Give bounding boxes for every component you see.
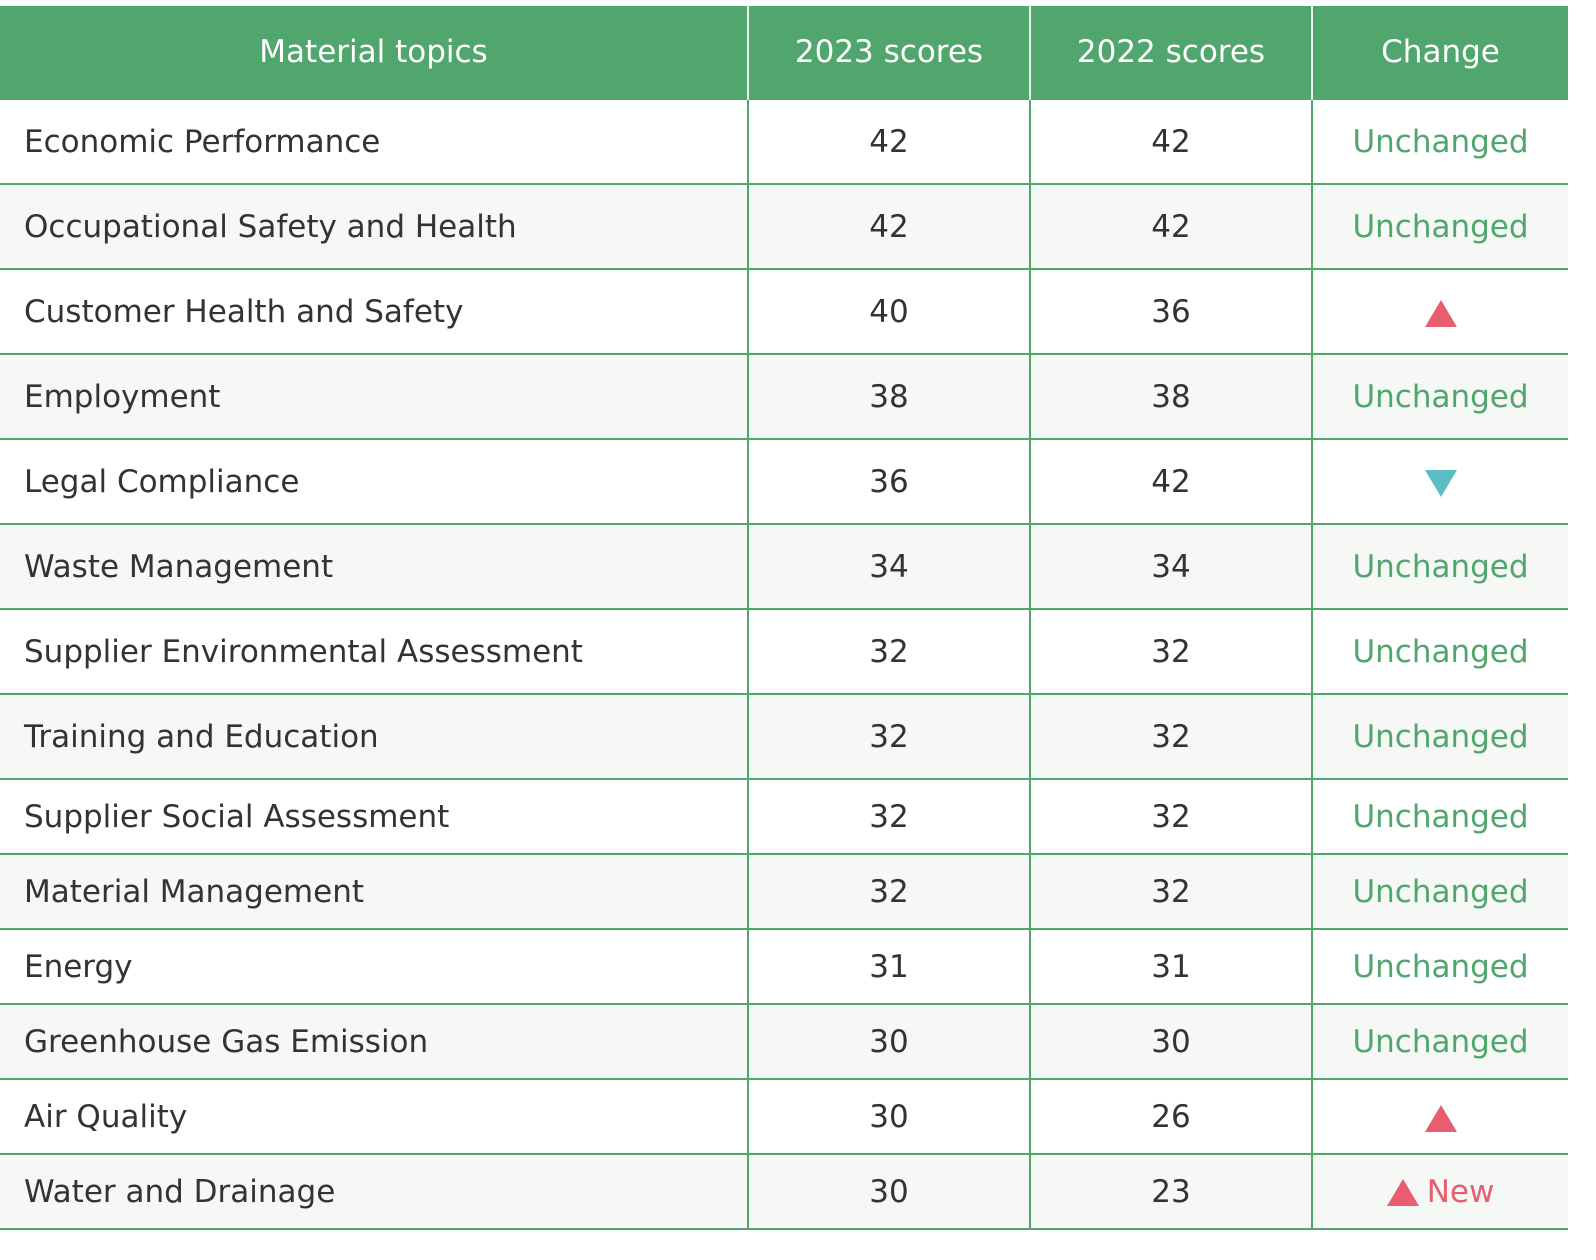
- score-2023-cell: 32: [747, 778, 1030, 854]
- change-label: Unchanged: [1352, 718, 1529, 755]
- header-row: Material topics 2023 scores 2022 scores …: [0, 6, 1568, 99]
- topic-cell: Air Quality: [0, 1078, 748, 1154]
- topic-cell: Supplier Social Assessment: [0, 778, 748, 854]
- change-cell: [1311, 1078, 1568, 1154]
- change-cell: Unchanged: [1311, 928, 1568, 1004]
- table-row: Material Management 32 32 Unchanged: [0, 853, 1568, 929]
- score-2023-cell: 31: [747, 928, 1030, 1004]
- topic-cell: Supplier Environmental Assessment: [0, 608, 748, 694]
- change-label: Unchanged: [1352, 378, 1529, 415]
- change-cell: Unchanged: [1311, 693, 1568, 779]
- topic-cell: Training and Education: [0, 693, 748, 779]
- up-triangle-icon: [1424, 1104, 1457, 1132]
- score-2023-cell: 38: [747, 353, 1030, 439]
- topic-cell: Occupational Safety and Health: [0, 183, 748, 269]
- topic-cell: Material Management: [0, 853, 748, 929]
- score-2022-cell: 42: [1029, 98, 1312, 184]
- table-row: Legal Compliance 36 42: [0, 438, 1568, 524]
- score-2022-cell: 34: [1029, 523, 1312, 609]
- table-row: Supplier Social Assessment 32 32 Unchanged: [0, 778, 1568, 854]
- score-2022-cell: 36: [1029, 268, 1312, 354]
- score-2022-cell: 32: [1029, 608, 1312, 694]
- header-2023-scores: 2023 scores: [747, 6, 1030, 99]
- table-row: Waste Management 34 34 Unchanged: [0, 523, 1568, 609]
- change-label: Unchanged: [1352, 633, 1529, 670]
- change-label: Unchanged: [1352, 548, 1529, 585]
- change-label: Unchanged: [1352, 873, 1529, 910]
- change-cell: Unchanged: [1311, 98, 1568, 184]
- topic-cell: Energy: [0, 928, 748, 1004]
- table-row: Customer Health and Safety 40 36: [0, 268, 1568, 354]
- change-label: Unchanged: [1352, 948, 1529, 985]
- score-2022-cell: 23: [1029, 1153, 1312, 1230]
- table-header: Material topics 2023 scores 2022 scores …: [0, 6, 1568, 99]
- topic-cell: Employment: [0, 353, 748, 439]
- table-row: Water and Drainage 30 23 New: [0, 1153, 1568, 1230]
- score-2022-cell: 32: [1029, 853, 1312, 929]
- header-change: Change: [1311, 6, 1568, 99]
- table-row: Energy 31 31 Unchanged: [0, 928, 1568, 1004]
- topic-cell: Legal Compliance: [0, 438, 748, 524]
- score-2023-cell: 32: [747, 693, 1030, 779]
- table-row: Greenhouse Gas Emission 30 30 Unchanged: [0, 1003, 1568, 1079]
- topic-cell: Economic Performance: [0, 98, 748, 184]
- new-label: New: [1426, 1174, 1495, 1211]
- score-2023-cell: 30: [747, 1153, 1030, 1230]
- change-label: Unchanged: [1352, 1023, 1529, 1060]
- table-row: Air Quality 30 26: [0, 1078, 1568, 1154]
- score-2022-cell: 26: [1029, 1078, 1312, 1154]
- topic-cell: Water and Drainage: [0, 1153, 748, 1230]
- change-cell: Unchanged: [1311, 523, 1568, 609]
- score-2023-cell: 32: [747, 608, 1030, 694]
- change-cell: [1311, 268, 1568, 354]
- score-2023-cell: 40: [747, 268, 1030, 354]
- change-cell: Unchanged: [1311, 778, 1568, 854]
- score-2023-cell: 36: [747, 438, 1030, 524]
- change-label: Unchanged: [1352, 208, 1529, 245]
- change-cell: Unchanged: [1311, 608, 1568, 694]
- change-cell: Unchanged: [1311, 1003, 1568, 1079]
- score-2022-cell: 42: [1029, 438, 1312, 524]
- change-cell: Unchanged: [1311, 353, 1568, 439]
- topic-cell: Customer Health and Safety: [0, 268, 748, 354]
- change-cell: New: [1311, 1153, 1568, 1230]
- header-2022-scores: 2022 scores: [1029, 6, 1312, 99]
- material-topics-table: Material topics 2023 scores 2022 scores …: [0, 6, 1568, 1230]
- material-topics-table-container: Material topics 2023 scores 2022 scores …: [0, 6, 1568, 1230]
- table-row: Employment 38 38 Unchanged: [0, 353, 1568, 439]
- score-2022-cell: 32: [1029, 778, 1312, 854]
- table-row: Economic Performance 42 42 Unchanged: [0, 98, 1568, 184]
- score-2023-cell: 42: [747, 183, 1030, 269]
- up-triangle-icon: [1386, 1178, 1419, 1206]
- score-2022-cell: 31: [1029, 928, 1312, 1004]
- table-row: Supplier Environmental Assessment 32 32 Unc…: [0, 608, 1568, 694]
- score-2023-cell: 32: [747, 853, 1030, 929]
- score-2022-cell: 42: [1029, 183, 1312, 269]
- table-body: Economic Performance 42 42 Unchanged Occupat…: [0, 98, 1568, 1230]
- change-cell: Unchanged: [1311, 853, 1568, 929]
- change-cell: Unchanged: [1311, 183, 1568, 269]
- score-2023-cell: 34: [747, 523, 1030, 609]
- score-2022-cell: 38: [1029, 353, 1312, 439]
- score-2022-cell: 32: [1029, 693, 1312, 779]
- table-row: Occupational Safety and Health 42 42 Unchan…: [0, 183, 1568, 269]
- change-cell: [1311, 438, 1568, 524]
- topic-cell: Waste Management: [0, 523, 748, 609]
- header-material-topics: Material topics: [0, 6, 748, 99]
- score-2023-cell: 30: [747, 1078, 1030, 1154]
- change-label: Unchanged: [1352, 798, 1529, 835]
- score-2022-cell: 30: [1029, 1003, 1312, 1079]
- score-2023-cell: 30: [747, 1003, 1030, 1079]
- topic-cell: Greenhouse Gas Emission: [0, 1003, 748, 1079]
- table-row: Training and Education 32 32 Unchanged: [0, 693, 1568, 779]
- score-2023-cell: 42: [747, 98, 1030, 184]
- up-triangle-icon: [1424, 299, 1457, 327]
- change-label: Unchanged: [1352, 123, 1529, 160]
- down-triangle-icon: [1424, 469, 1457, 497]
